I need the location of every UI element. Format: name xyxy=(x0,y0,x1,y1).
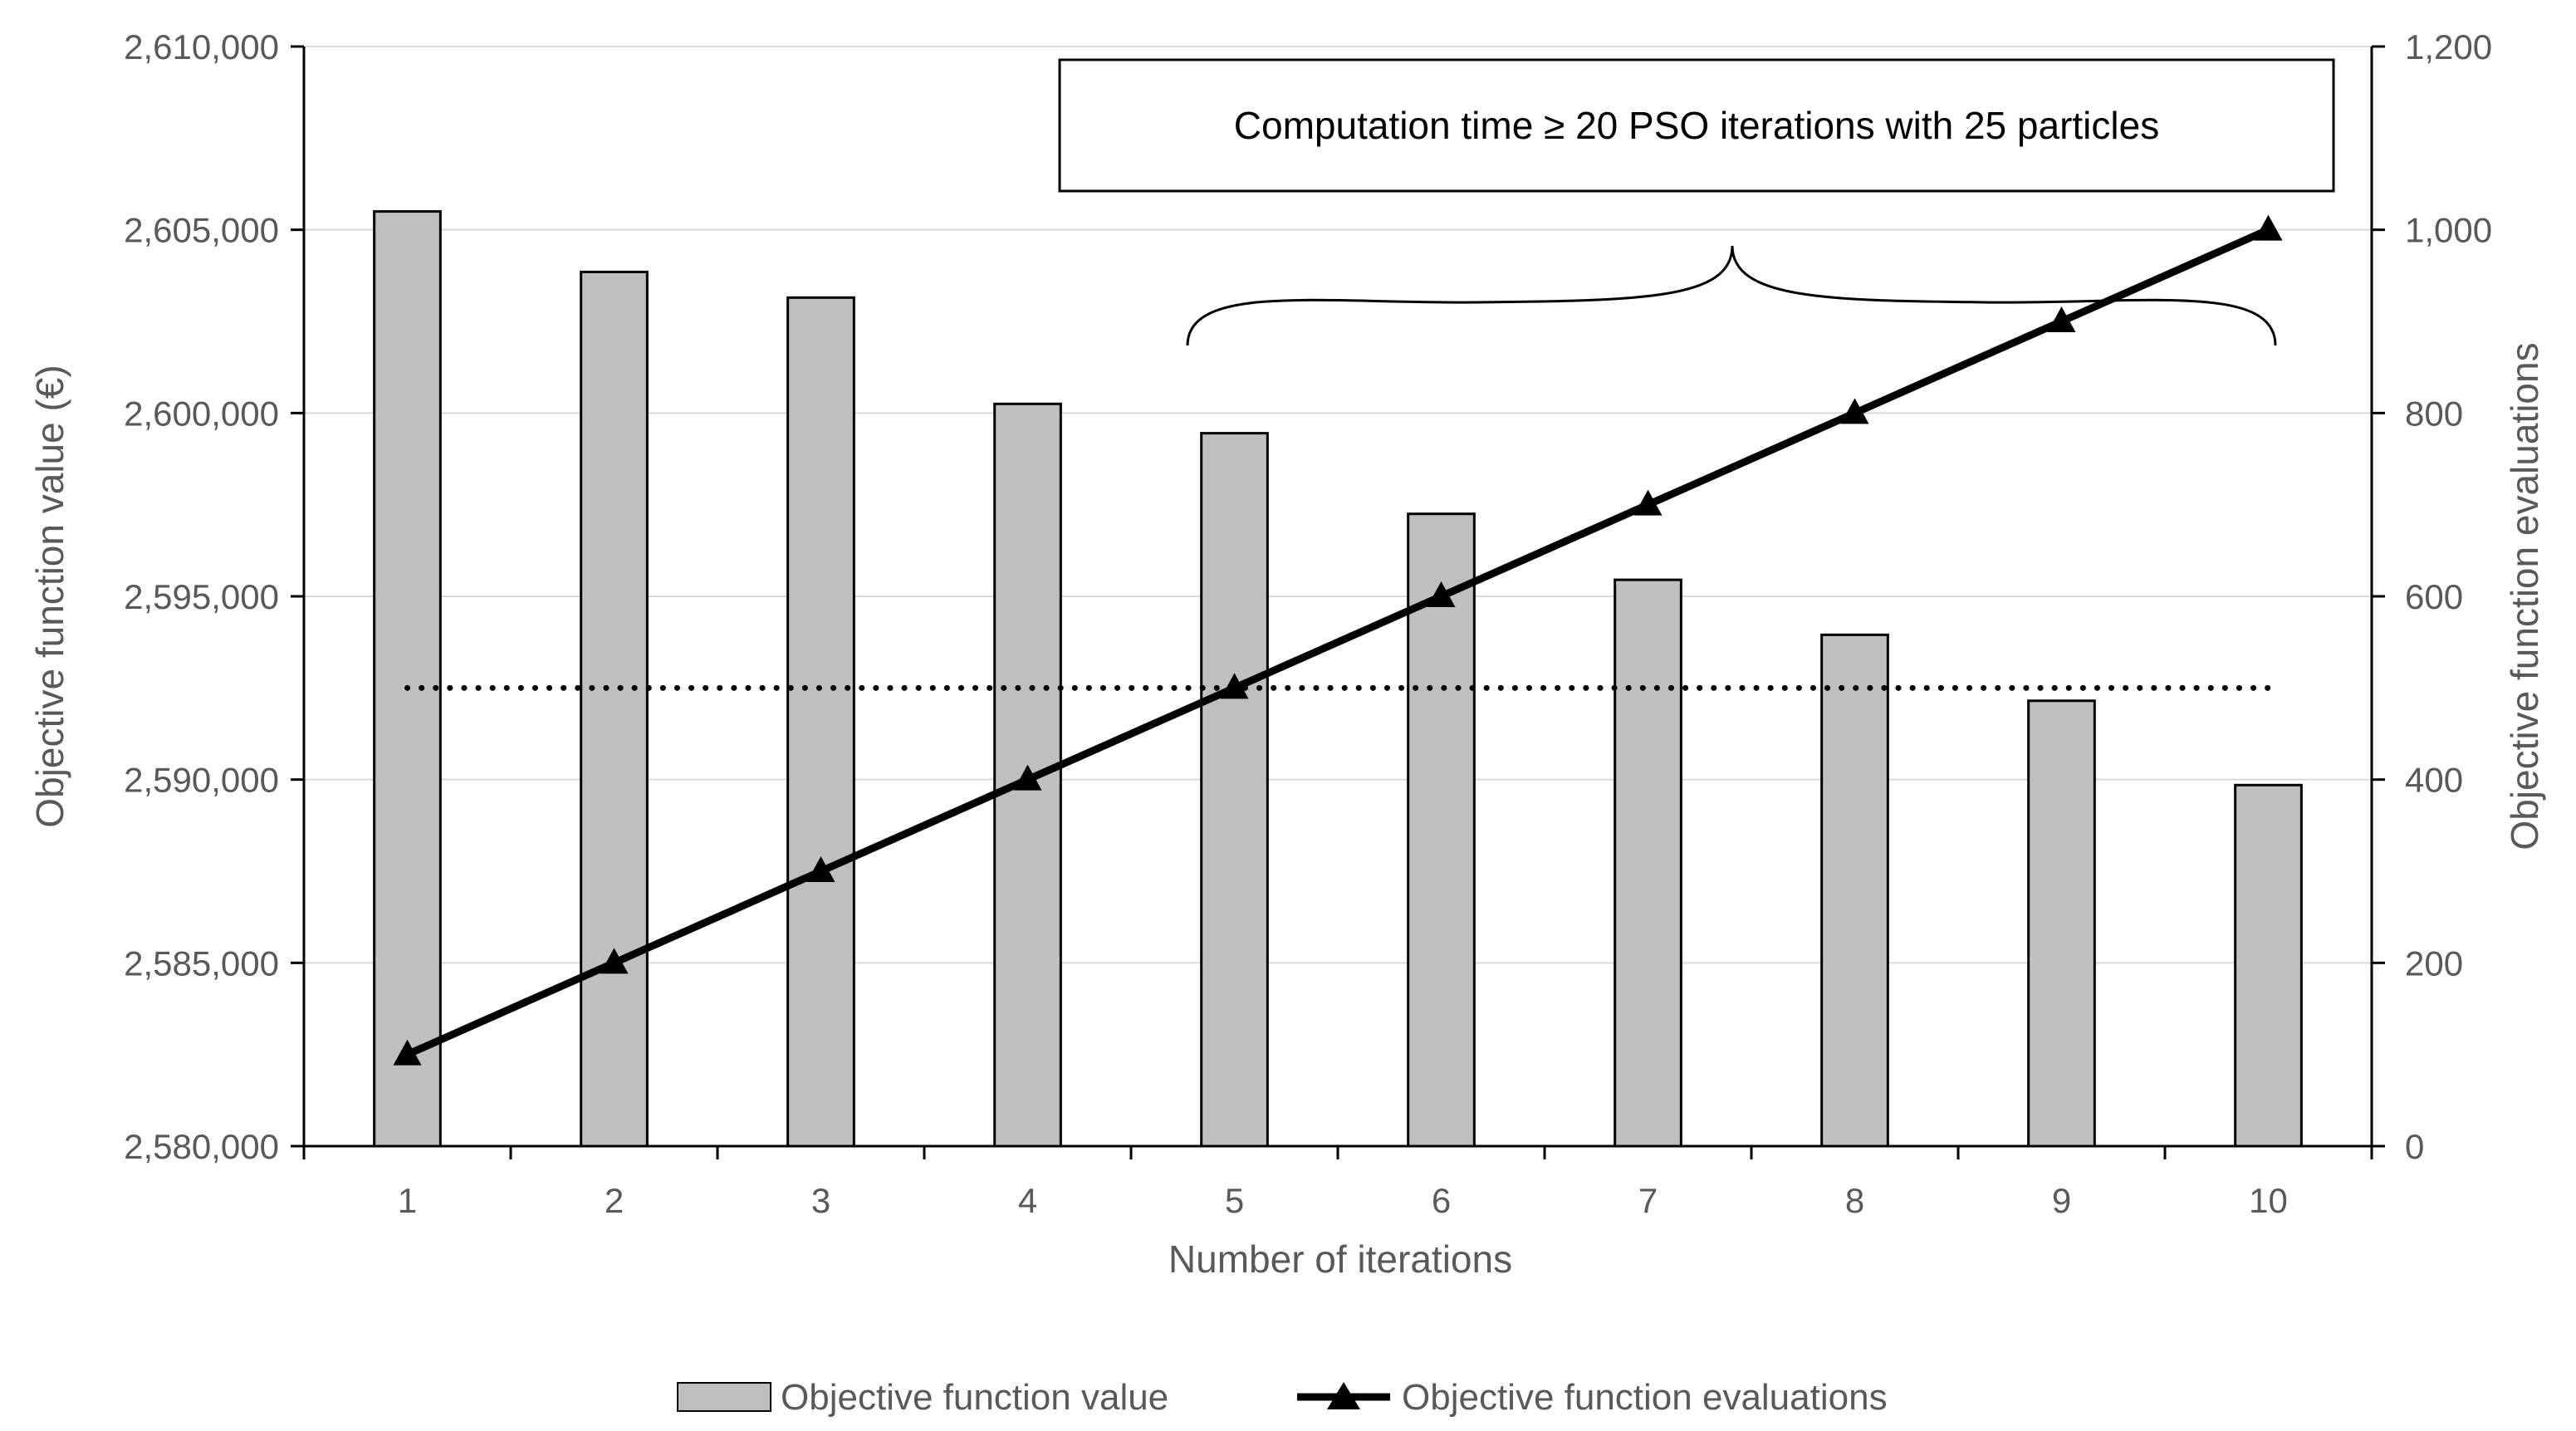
right-tick-label: 400 xyxy=(2405,761,2463,800)
annotation-box: Computation time ≥ 20 PSO iterations wit… xyxy=(1058,58,2335,193)
axes xyxy=(291,45,2385,1159)
bar xyxy=(373,210,442,1148)
bar xyxy=(1614,578,1682,1148)
x-tick-label: 2 xyxy=(605,1181,624,1220)
left-tick-label: 2,585,000 xyxy=(124,943,279,983)
triangle-marker xyxy=(1633,489,1663,516)
x-tick-label: 7 xyxy=(1638,1181,1658,1220)
triangle-marker xyxy=(393,1039,422,1066)
right-tick-label: 0 xyxy=(2405,1127,2424,1166)
bar xyxy=(786,296,855,1148)
legend-label-line: Objective function evaluations xyxy=(1402,1377,1888,1418)
evaluations-line xyxy=(405,226,2270,1058)
annotation-frame xyxy=(1058,58,2335,193)
bar-series xyxy=(373,210,2303,1148)
bar xyxy=(1820,633,1889,1148)
x-tick-label: 5 xyxy=(1225,1181,1244,1220)
right-tick-label: 800 xyxy=(2405,394,2463,433)
curly-brace xyxy=(1186,245,2277,346)
legend: Objective function value Objective funct… xyxy=(677,1377,1888,1418)
left-tick-label: 2,595,000 xyxy=(124,577,279,616)
triangle-marker xyxy=(806,856,835,882)
triangle-marker xyxy=(2254,214,2283,241)
bar xyxy=(1200,432,1269,1148)
bar xyxy=(2027,699,2096,1148)
bar xyxy=(580,270,649,1148)
triangle-marker xyxy=(600,948,629,974)
right-tick-label: 1,200 xyxy=(2405,27,2492,66)
legend-swatch-bars xyxy=(677,1382,771,1412)
x-tick-label: 9 xyxy=(2052,1181,2071,1220)
x-tick-label: 8 xyxy=(1845,1181,1864,1220)
right-tick-label: 600 xyxy=(2405,577,2463,616)
x-tick-label: 4 xyxy=(1018,1181,1037,1220)
triangle-marker xyxy=(2047,306,2076,332)
triangle-marker xyxy=(1220,673,1249,699)
left-tick-label: 2,605,000 xyxy=(124,211,279,250)
bar xyxy=(1407,512,1476,1148)
tick-labels: 2,580,000 2,585,000 2,590,000 2,595,000 2,60… xyxy=(124,27,2492,1220)
grid-lines xyxy=(304,46,2372,964)
left-tick-label: 2,580,000 xyxy=(124,1127,279,1166)
bar xyxy=(2234,783,2303,1148)
left-tick-label: 2,600,000 xyxy=(124,394,279,433)
triangle-marker xyxy=(1840,398,1869,424)
x-tick-label: 3 xyxy=(811,1181,830,1220)
left-axis-title: Objective function value (€) xyxy=(28,365,71,827)
right-tick-label: 1,000 xyxy=(2405,211,2492,250)
legend-label-bars: Objective function value xyxy=(781,1377,1168,1418)
right-axis-title: Objective function evaluations xyxy=(2503,342,2546,850)
triangle-marker xyxy=(1427,581,1456,607)
line-series xyxy=(393,214,2283,1066)
x-tick-label: 1 xyxy=(398,1181,417,1220)
triangle-marker xyxy=(1013,764,1042,791)
right-tick-label: 200 xyxy=(2405,943,2463,983)
annotation-text: Computation time ≥ 20 PSO iterations wit… xyxy=(1234,104,2159,147)
x-axis-title: Number of iterations xyxy=(1168,1237,1512,1281)
left-tick-label: 2,590,000 xyxy=(124,761,279,800)
x-tick-label: 10 xyxy=(2249,1181,2288,1220)
x-tick-label: 6 xyxy=(1432,1181,1451,1220)
legend-triangle-marker xyxy=(1327,1382,1360,1409)
left-tick-label: 2,610,000 xyxy=(124,27,279,66)
